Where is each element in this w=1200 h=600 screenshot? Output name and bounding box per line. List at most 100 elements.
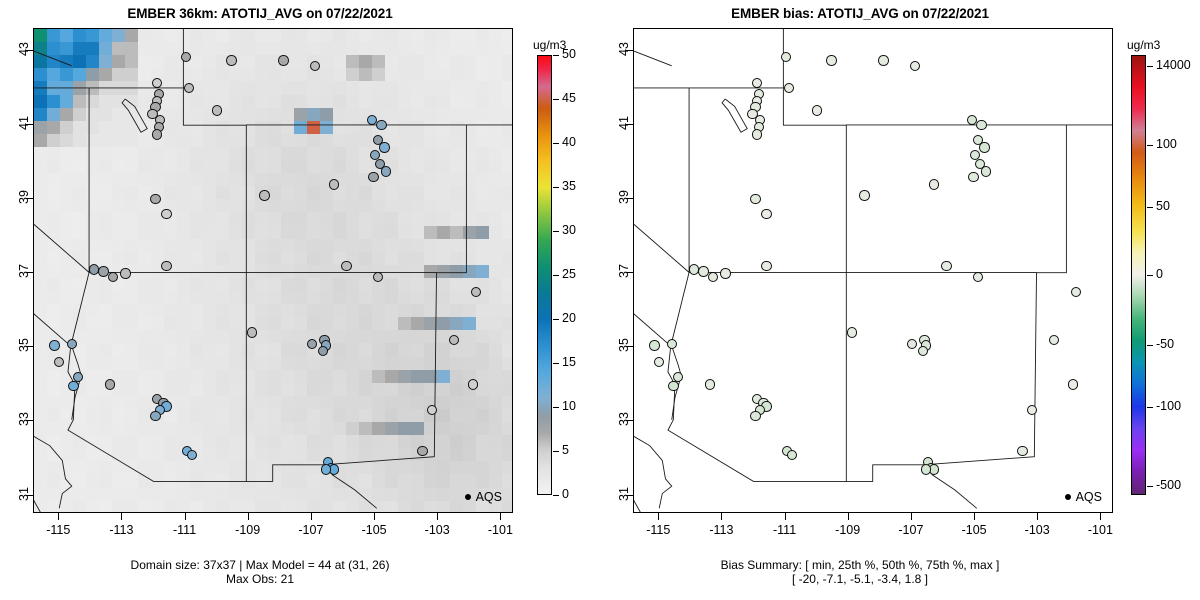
model-grid-cell (372, 382, 386, 397)
aqs-bias-marker[interactable] (859, 190, 870, 201)
bias-monitor-markers[interactable] (634, 29, 1112, 512)
aqs-bias-marker[interactable] (968, 171, 979, 183)
aqs-bias-marker[interactable] (1017, 445, 1028, 457)
model-grid-cell (255, 251, 269, 266)
aqs-monitor-marker[interactable] (259, 190, 270, 201)
model-grid-cell (385, 448, 399, 462)
aqs-monitor-marker[interactable] (150, 410, 161, 422)
model-grid-cell (372, 435, 386, 449)
aqs-monitor-marker[interactable] (380, 166, 392, 177)
panel-bias-plot-frame[interactable]: AQS (633, 28, 1113, 513)
aqs-bias-marker[interactable] (649, 340, 660, 351)
model-grid-cell (437, 264, 451, 279)
aqs-monitor-marker[interactable] (104, 379, 115, 390)
aqs-monitor-marker[interactable] (373, 271, 384, 283)
model-grid-cell (333, 107, 347, 122)
aqs-bias-marker[interactable] (979, 142, 990, 153)
aqs-monitor-marker[interactable] (368, 171, 379, 183)
aqs-bias-marker[interactable] (973, 271, 984, 283)
aqs-bias-marker[interactable] (1070, 286, 1082, 298)
aqs-bias-marker[interactable] (781, 51, 792, 62)
aqs-monitor-marker[interactable] (278, 55, 289, 66)
model-grid-cell (489, 251, 503, 266)
aqs-monitor-marker[interactable] (328, 179, 340, 190)
aqs-bias-marker[interactable] (786, 449, 798, 460)
aqs-bias-marker[interactable] (704, 379, 715, 390)
aqs-monitor-marker[interactable] (107, 271, 119, 283)
aqs-bias-marker[interactable] (654, 357, 665, 368)
aqs-bias-marker[interactable] (941, 260, 952, 272)
aqs-monitor-marker[interactable] (309, 60, 321, 72)
model-grid-cell (502, 291, 512, 305)
aqs-monitor-marker[interactable] (161, 260, 172, 272)
aqs-monitor-marker[interactable] (183, 83, 194, 94)
aqs-monitor-marker[interactable] (161, 208, 172, 220)
aqs-bias-marker[interactable] (917, 345, 929, 357)
aqs-monitor-marker[interactable] (150, 194, 161, 205)
aqs-monitor-marker[interactable] (66, 338, 78, 349)
aqs-monitor-marker[interactable] (426, 405, 438, 416)
aqs-bias-marker[interactable] (761, 260, 772, 272)
model-grid-cell (359, 81, 373, 96)
aqs-monitor-marker[interactable] (306, 338, 318, 349)
model-colorbar (537, 55, 552, 495)
panel-model-plot-frame[interactable]: AQS (33, 28, 513, 513)
aqs-bias-marker[interactable] (707, 271, 719, 283)
aqs-monitor-marker[interactable] (49, 340, 60, 351)
aqs-bias-marker[interactable] (783, 83, 794, 94)
aqs-bias-marker[interactable] (928, 179, 940, 190)
aqs-monitor-marker[interactable] (212, 105, 223, 116)
aqs-monitor-marker[interactable] (317, 345, 329, 357)
model-grid-cell (320, 395, 334, 410)
model-grid-cell (229, 212, 243, 227)
aqs-bias-marker[interactable] (878, 55, 889, 66)
aqs-bias-marker[interactable] (666, 338, 678, 349)
aqs-monitor-marker[interactable] (417, 445, 428, 457)
aqs-monitor-marker[interactable] (246, 327, 258, 338)
model-grid-cell (437, 146, 451, 161)
model-grid-cell (281, 277, 295, 292)
model-grid-cell (476, 42, 490, 56)
aqs-bias-marker[interactable] (1048, 334, 1060, 346)
aqs-bias-marker[interactable] (909, 60, 921, 72)
aqs-monitor-marker[interactable] (181, 51, 192, 62)
aqs-bias-marker[interactable] (1067, 379, 1079, 390)
model-grid-cell (86, 55, 100, 69)
aqs-bias-marker[interactable] (976, 120, 987, 131)
aqs-bias-marker[interactable] (980, 166, 992, 177)
aqs-bias-marker[interactable] (846, 327, 858, 338)
aqs-monitor-marker[interactable] (448, 334, 460, 346)
model-grid-cell (34, 382, 48, 397)
aqs-monitor-marker[interactable] (379, 142, 390, 153)
aqs-bias-marker[interactable] (750, 410, 761, 422)
aqs-bias-marker[interactable] (752, 77, 763, 88)
aqs-bias-marker[interactable] (920, 464, 932, 475)
y-tick-label: 33 (17, 412, 31, 427)
model-grid-cell (47, 55, 61, 69)
aqs-bias-marker[interactable] (761, 208, 772, 220)
model-monitor-markers[interactable] (34, 29, 512, 512)
aqs-monitor-marker[interactable] (320, 464, 332, 475)
aqs-monitor-marker[interactable] (376, 120, 387, 131)
model-grid-cell (190, 317, 204, 331)
aqs-monitor-marker[interactable] (152, 129, 163, 140)
aqs-bias-marker[interactable] (826, 55, 837, 66)
model-grid-cell (138, 395, 152, 410)
aqs-bias-marker[interactable] (752, 129, 763, 140)
model-grid-cell (242, 448, 256, 462)
aqs-monitor-marker[interactable] (341, 260, 352, 272)
aqs-monitor-marker[interactable] (152, 77, 163, 88)
aqs-bias-marker[interactable] (1026, 405, 1038, 416)
aqs-bias-marker[interactable] (750, 194, 761, 205)
aqs-bias-marker[interactable] (906, 338, 918, 349)
aqs-monitor-marker[interactable] (68, 381, 79, 392)
aqs-bias-marker[interactable] (720, 268, 731, 279)
aqs-bias-marker[interactable] (812, 105, 823, 116)
aqs-monitor-marker[interactable] (226, 55, 237, 66)
aqs-monitor-marker[interactable] (470, 286, 482, 298)
aqs-monitor-marker[interactable] (467, 379, 479, 390)
aqs-bias-marker[interactable] (668, 381, 679, 392)
aqs-monitor-marker[interactable] (54, 357, 65, 368)
aqs-monitor-marker[interactable] (186, 449, 198, 460)
aqs-monitor-marker[interactable] (120, 268, 131, 279)
